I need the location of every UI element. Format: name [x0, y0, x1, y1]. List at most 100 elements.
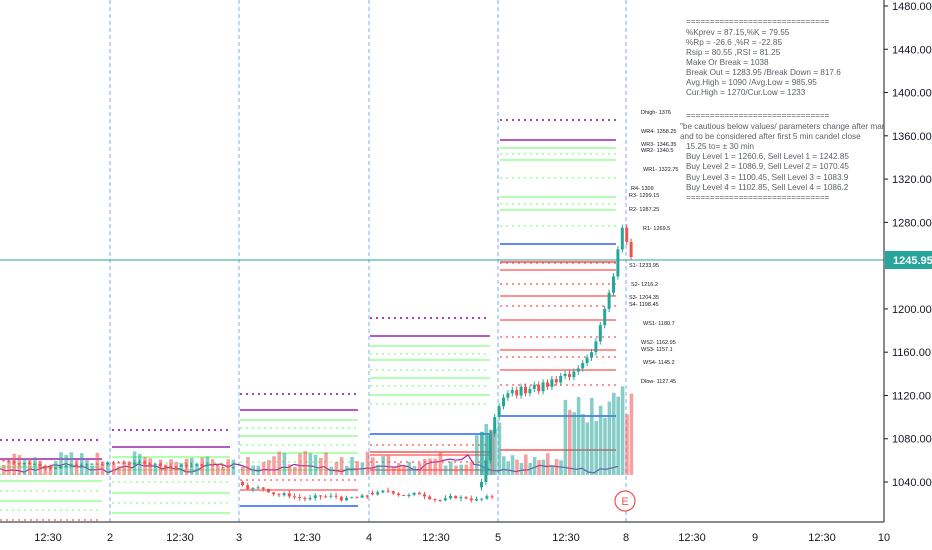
time-axis[interactable]: 12:30 2 12:30 3 12:30 4 12:30 5 12:30 8 12:30 9 12:3…: [0, 521, 932, 550]
volume-bar: [267, 460, 271, 475]
candle-body: [469, 498, 473, 501]
candle-body: [132, 462, 136, 465]
volume-bar: [625, 414, 629, 475]
volume-bar: [106, 463, 110, 475]
candle-body: [200, 464, 204, 467]
level-labels: Dhigh- 1376 WR4- 1358.25 WR3- 1346.35WR2- …: [629, 110, 678, 385]
volume-bar: [319, 457, 323, 475]
volume-bar: [308, 453, 313, 475]
price-tick-label: 1320.00: [892, 174, 932, 186]
volume-bar: [563, 399, 568, 475]
volume-bar: [417, 462, 422, 475]
candle-body: [537, 384, 541, 392]
earnings-icon[interactable]: [614, 490, 636, 512]
level-label: WR4- 1358.25: [641, 129, 676, 135]
volume-bar: [7, 460, 11, 475]
volume-bar: [506, 461, 510, 475]
candle-body: [158, 463, 162, 466]
candle-body: [607, 292, 611, 309]
info-line: "be cautious below values/ parameters ch…: [680, 122, 927, 131]
candle-body: [585, 357, 589, 363]
plot-area[interactable]: [0, 0, 884, 522]
candle-body: [612, 276, 615, 293]
volume-bar: [438, 451, 443, 475]
candle-body: [365, 495, 369, 497]
current-price-tag: 1245.95: [885, 251, 932, 269]
candle-body: [563, 373, 567, 376]
volume-bar: [313, 454, 318, 475]
candle-body: [216, 464, 219, 466]
volume-bar: [537, 460, 541, 475]
volume-bar: [449, 461, 453, 475]
time-tick-label: 12:30: [293, 532, 321, 544]
candle-body: [74, 464, 78, 467]
candle-body: [594, 341, 598, 353]
candle-body: [376, 492, 380, 495]
candle-body: [153, 463, 157, 465]
candle-body: [17, 463, 21, 465]
candlesticks: [2, 224, 633, 503]
candle-body: [241, 482, 244, 486]
candle-body: [438, 500, 442, 502]
volume-bar: [541, 459, 546, 475]
candle-body: [402, 494, 406, 496]
candle-body: [480, 482, 483, 488]
current-price-value: 1245.95: [893, 255, 932, 267]
level-label: R1- 1269.5: [643, 226, 670, 232]
info-line: %Rp = -26.6 ,%R = -22.85: [686, 38, 782, 47]
time-tick-label: 5: [495, 532, 501, 544]
time-tick-label: 12:30: [552, 532, 580, 544]
candle-body: [22, 463, 26, 465]
volume-bar: [59, 452, 63, 475]
candle-body: [423, 494, 426, 497]
volume-bar: [246, 457, 250, 475]
volume-bar: [381, 456, 385, 475]
candle-body: [184, 464, 188, 467]
volume-bar: [568, 409, 572, 475]
info-line: Buy Level 2 = 1086.9, Sell Level 2 = 107…: [686, 162, 849, 171]
earnings-letter: E: [621, 496, 628, 508]
session-separators: [109, 0, 627, 522]
volume-bar: [360, 462, 365, 475]
volume-bar: [603, 417, 607, 475]
volume-bar: [475, 435, 479, 475]
candle-body: [528, 388, 532, 394]
volume-bar: [572, 412, 576, 475]
candle-body: [277, 494, 281, 496]
volume-bar: [303, 451, 307, 475]
time-tick-label: 4: [366, 532, 372, 544]
candle-body: [334, 495, 338, 497]
volume-bar: [261, 462, 266, 475]
candle-body: [148, 463, 152, 465]
info-line: %Kprev = 87.15,%K = 79.55: [686, 28, 790, 37]
volume-bar: [546, 453, 550, 475]
earnings-marker[interactable]: E: [614, 490, 636, 512]
volume-bar: [532, 457, 537, 475]
volume-bar: [454, 465, 458, 475]
price-tick-label: 1160.00: [892, 347, 931, 359]
candle-body: [546, 382, 549, 387]
volume-bar: [143, 457, 147, 475]
volume-bar: [277, 451, 281, 475]
candle-body: [459, 497, 463, 499]
candle-body: [164, 465, 167, 467]
candle-body: [127, 463, 131, 465]
volume-bar: [493, 428, 497, 475]
candle-body: [532, 384, 536, 389]
info-line: Make Or Break = 1038: [686, 58, 769, 67]
candle-body: [386, 490, 390, 492]
price-tick-label: 1040.00: [892, 477, 932, 489]
candle-body: [407, 494, 411, 496]
price-axis[interactable]: 1480.00 1440.00 1400.00 1360.00 1320.00 1280.…: [883, 0, 932, 522]
info-box: ============================== %Kprev = 8…: [680, 17, 927, 202]
volume-bar: [576, 397, 581, 475]
volume-bar: [100, 461, 105, 475]
candle-body: [391, 491, 395, 494]
candle-body: [246, 485, 250, 490]
time-tick-label: 10: [878, 532, 890, 544]
level-label: Dhigh- 1376: [641, 110, 671, 116]
info-line: 15.25 to= ± 30 min: [686, 142, 754, 151]
volume-bar: [33, 457, 37, 475]
time-tick-label: 12:30: [422, 532, 450, 544]
